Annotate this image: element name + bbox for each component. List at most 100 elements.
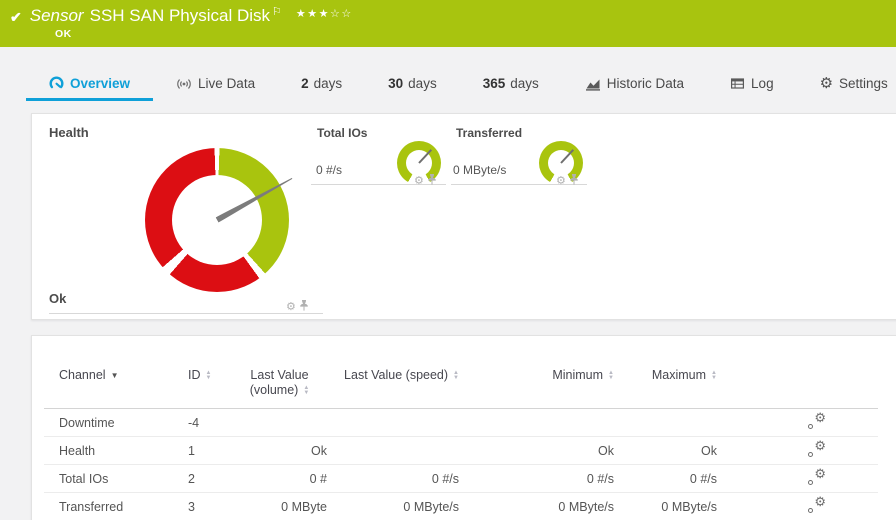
sensor-kind-label: Sensor	[29, 6, 84, 25]
table-row-transferred: Transferred 3 0 MByte 0 MByte/s 0 MByte/…	[44, 492, 878, 520]
settings-gear-icon: ⚙	[819, 75, 834, 92]
sensor-status-text: OK	[55, 28, 72, 40]
column-header-last-value-volume[interactable]: Last Value (volume) ▲ ▼	[232, 362, 327, 409]
sensor-title: SSH SAN Physical Disk	[89, 6, 271, 25]
live-data-icon	[176, 76, 192, 92]
cell-channel: Total IOs	[44, 464, 188, 493]
tab-30-days-number: 30	[388, 76, 404, 91]
total-ios-pin-icon[interactable]	[427, 172, 437, 190]
cell-last-volume: 0 MByte	[232, 492, 327, 520]
health-gauge-divider	[49, 313, 323, 314]
tab-log[interactable]: Log	[707, 60, 797, 101]
column-header-id-label: ID	[188, 368, 201, 382]
stars-empty[interactable]: ☆☆	[330, 8, 353, 20]
tab-365-days[interactable]: 365 days	[460, 60, 562, 101]
cell-last-volume: Ok	[232, 436, 327, 465]
tab-live-data[interactable]: Live Data	[153, 60, 278, 101]
column-header-minimum-label: Minimum	[552, 368, 604, 382]
edit-channel-icon[interactable]: ⚙	[808, 467, 826, 485]
tab-log-label: Log	[751, 76, 774, 91]
cell-id: 3	[188, 492, 232, 520]
cell-minimum	[459, 408, 614, 437]
tab-live-data-label: Live Data	[198, 76, 256, 91]
health-gauge-value: Ok	[49, 291, 67, 306]
sort-icon: ▲ ▼	[303, 384, 310, 396]
cell-minimum: Ok	[459, 436, 614, 465]
tab-2-days-label: days	[313, 76, 343, 91]
total-ios-divider	[311, 184, 446, 185]
transferred-settings-icon[interactable]: ⚙	[556, 175, 566, 187]
edit-channel-icon[interactable]: ⚙	[808, 411, 826, 429]
cell-channel: Downtime	[44, 408, 188, 437]
tab-30-days[interactable]: 30 days	[365, 60, 460, 101]
column-header-id[interactable]: ID ▲ ▼	[188, 362, 232, 409]
column-header-minimum[interactable]: Minimum ▲ ▼	[459, 362, 614, 409]
cell-maximum	[614, 408, 717, 437]
column-header-last-value-speed[interactable]: Last Value (speed) ▲ ▼	[327, 362, 459, 409]
tab-365-days-number: 365	[482, 76, 506, 91]
cell-id: -4	[188, 408, 232, 437]
column-header-maximum[interactable]: Maximum ▲ ▼	[614, 362, 717, 409]
cell-maximum: Ok	[614, 436, 717, 465]
sort-desc-icon: ▼	[110, 371, 119, 381]
channels-table: Channel ▼ ID ▲ ▼ Last Value (volume) ▲ ▼ Last …	[44, 362, 878, 520]
health-gauge-settings-icon[interactable]: ⚙	[286, 301, 296, 313]
cell-last-volume	[232, 408, 327, 437]
table-header-row: Channel ▼ ID ▲ ▼ Last Value (volume) ▲ ▼ Last …	[44, 362, 878, 409]
sort-icon: ▲ ▼	[608, 369, 614, 381]
tab-365-days-label: days	[510, 76, 539, 91]
tab-historic-data[interactable]: Historic Data	[562, 60, 707, 101]
total-ios-settings-icon[interactable]: ⚙	[414, 175, 424, 187]
gauge-icon	[49, 76, 64, 91]
transferred-gauge-value: 0 MByte/s	[453, 163, 507, 177]
column-header-volume-line2: (volume)	[249, 383, 299, 397]
cell-last-speed: 0 #/s	[327, 464, 459, 493]
cell-channel: Transferred	[44, 492, 188, 520]
historic-chart-icon	[585, 76, 601, 92]
health-gauge-title: Health	[49, 125, 89, 140]
sort-icon: ▲ ▼	[711, 369, 717, 381]
stars-filled[interactable]: ★★★	[295, 8, 331, 20]
tab-overview-label: Overview	[70, 76, 131, 91]
sort-icon: ▲ ▼	[205, 369, 212, 381]
status-check-icon: ✔	[10, 9, 22, 25]
column-header-channel[interactable]: Channel ▼	[44, 362, 188, 409]
total-ios-gauge-value: 0 #/s	[316, 163, 343, 177]
tab-2-days-number: 2	[301, 76, 309, 91]
cell-last-speed: 0 MByte/s	[327, 492, 459, 520]
edit-channel-icon[interactable]: ⚙	[808, 495, 826, 513]
cell-maximum: 0 #/s	[614, 464, 717, 493]
overview-gauges-panel: Health Ok ⚙ Total IOs 0 #/s ⚙ Transferre…	[31, 113, 896, 320]
tab-2-days[interactable]: 2 days	[278, 60, 365, 101]
transferred-pin-icon[interactable]	[569, 172, 579, 190]
cell-minimum: 0 #/s	[459, 464, 614, 493]
column-header-speed-label: Last Value (speed)	[344, 368, 449, 382]
tab-settings[interactable]: ⚙ Settings	[797, 60, 896, 101]
total-ios-gauge-title: Total IOs	[317, 126, 368, 140]
tab-30-days-label: days	[408, 76, 437, 91]
health-gauge-pin-icon[interactable]	[299, 298, 309, 316]
column-header-maximum-label: Maximum	[651, 368, 707, 382]
tab-settings-label: Settings	[839, 76, 888, 91]
cell-id: 2	[188, 464, 232, 493]
cell-last-speed	[327, 436, 459, 465]
priority-stars[interactable]: ★★★☆☆	[296, 7, 353, 20]
channels-table-panel: Channel ▼ ID ▲ ▼ Last Value (volume) ▲ ▼ Last …	[31, 335, 896, 520]
column-header-volume-line1: Last Value	[250, 368, 309, 382]
flag-icon[interactable]: ⚐	[272, 6, 282, 18]
column-header-actions	[717, 362, 878, 409]
transferred-gauge-title: Transferred	[456, 126, 523, 140]
edit-channel-icon[interactable]: ⚙	[808, 439, 826, 457]
table-row-downtime: Downtime -4 ⚙	[44, 408, 878, 437]
cell-id: 1	[188, 436, 232, 465]
table-row-health: Health 1 Ok Ok Ok ⚙	[44, 436, 878, 465]
tab-overview[interactable]: Overview	[26, 60, 154, 101]
sensor-tabbar: Overview Live Data 2 days 30 days 365 da…	[0, 47, 896, 101]
sensor-status-bar: ✔ Sensor SSH SAN Physical Disk ⚐ ★★★☆☆ O…	[0, 0, 896, 47]
sort-icon: ▲ ▼	[453, 369, 459, 381]
cell-last-speed	[327, 408, 459, 437]
column-header-channel-label: Channel	[59, 368, 106, 382]
cell-last-volume: 0 #	[232, 464, 327, 493]
log-list-icon	[730, 76, 745, 91]
table-row-total-ios: Total IOs 2 0 # 0 #/s 0 #/s 0 #/s ⚙	[44, 464, 878, 493]
